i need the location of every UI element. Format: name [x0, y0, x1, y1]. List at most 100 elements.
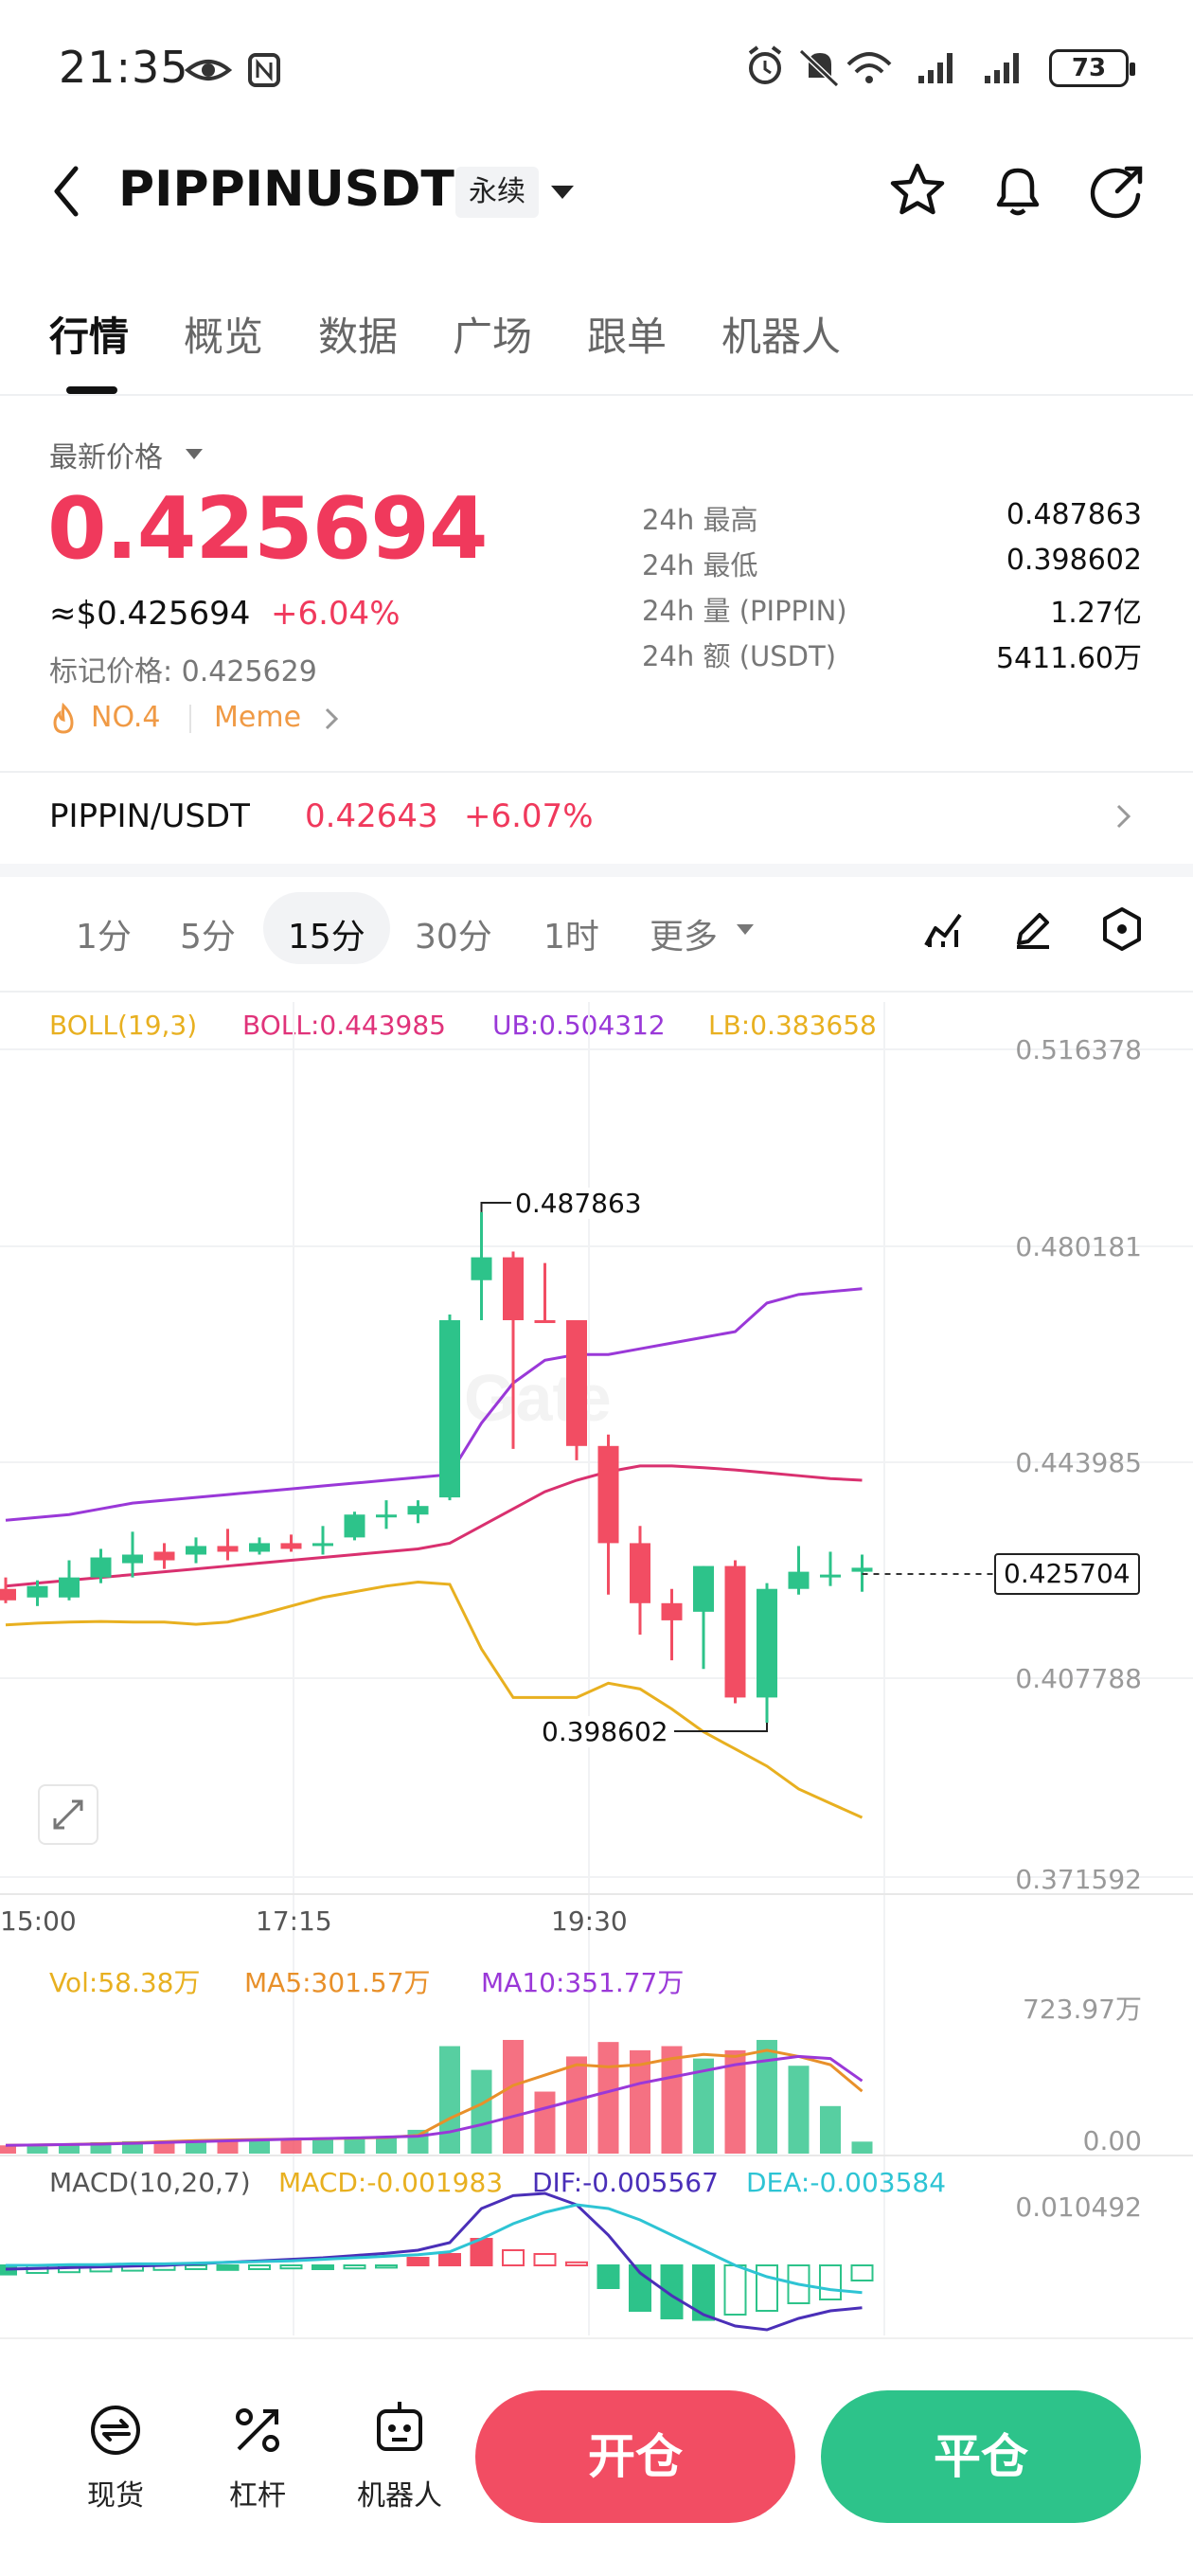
volume-ma5: MA5:301.57万 [244, 1967, 431, 1998]
active-interval-pill [263, 892, 390, 964]
back-icon[interactable] [49, 163, 83, 220]
candle-body [471, 1257, 492, 1280]
time-axis-label: 17:15 [256, 1905, 332, 1937]
macd-bar [850, 2264, 874, 2281]
price-type-dropdown-icon[interactable] [186, 449, 203, 459]
battery-indicator: 73 [1049, 49, 1135, 87]
close-position-button[interactable]: 平仓 [821, 2390, 1141, 2523]
tab-bots[interactable]: 机器人 [721, 313, 842, 360]
fullscreen-button[interactable] [38, 1784, 98, 1845]
nav-leverage-label[interactable]: 杠杆 [229, 2479, 286, 2513]
interval-15m[interactable]: 15分 [288, 918, 365, 957]
candle-body [724, 1565, 746, 1698]
macd-dif-line [5, 2191, 863, 2332]
volume-bar [217, 2138, 239, 2154]
tab-square[interactable]: 广场 [453, 313, 533, 360]
stat-volume-value: 1.27亿 [1050, 597, 1142, 630]
volume-bar [661, 2046, 683, 2154]
volume-bar [376, 2136, 397, 2154]
bot-icon[interactable] [371, 2398, 428, 2459]
nav-spot-label[interactable]: 现货 [87, 2479, 144, 2513]
price-divider [0, 771, 1193, 773]
volume-axis-min: 0.00 [1082, 2125, 1142, 2156]
open-position-button[interactable]: 开仓 [475, 2390, 795, 2523]
low-price-marker: 0.398602 [542, 1716, 668, 1747]
macd-bar [375, 2264, 398, 2269]
macd-bar [502, 2249, 525, 2266]
nav-bot-label[interactable]: 机器人 [357, 2479, 442, 2513]
signal-icon-1 [918, 53, 953, 83]
candle-body [59, 1577, 80, 1598]
stat-turnover-label: 24h 额 (USDT) [642, 640, 837, 672]
candle-body [344, 1514, 365, 1538]
candle-body [376, 1514, 397, 1518]
interval-1m[interactable]: 1分 [76, 918, 132, 957]
volume-bar [534, 2091, 556, 2154]
interval-5m[interactable]: 5分 [180, 918, 236, 957]
macd-bar [248, 2264, 271, 2270]
candle-body [0, 1588, 16, 1601]
tab-copy-trading[interactable]: 跟单 [587, 313, 668, 360]
candle-body [757, 1588, 777, 1698]
macd-dif: DIF:-0.005567 [532, 2167, 719, 2198]
boll-mid-value: BOLL:0.443985 [242, 1010, 446, 1041]
mark-price: 标记价格: 0.425629 [49, 655, 317, 689]
rank-badge[interactable]: NO.4 [91, 701, 161, 734]
boll-mid-line [5, 1464, 863, 1588]
volume-bar [59, 2144, 80, 2154]
tab-overview[interactable]: 概览 [184, 313, 264, 360]
wifi-icon [846, 52, 892, 83]
share-icon[interactable] [1089, 163, 1146, 220]
volume-ma10: MA10:351.77万 [481, 1967, 685, 1998]
high-price-marker: 0.487863 [515, 1188, 642, 1219]
tab-market[interactable]: 行情 [49, 313, 130, 360]
spot-pair[interactable]: PIPPIN/USDT [49, 797, 250, 835]
candle-body [820, 1574, 841, 1578]
pair-dropdown-icon[interactable] [551, 186, 574, 199]
volume-bar [280, 2138, 302, 2154]
volume-bar [249, 2139, 270, 2154]
pair-title[interactable]: PIPPINUSDT [118, 161, 454, 218]
interval-1h[interactable]: 1时 [543, 918, 599, 957]
volume-bar [693, 2058, 714, 2154]
favorite-star-icon[interactable] [888, 161, 947, 220]
status-time: 21:35 [59, 42, 189, 93]
contract-type-tag[interactable]: 永续 [455, 167, 539, 218]
tab-data[interactable]: 数据 [318, 313, 399, 360]
chevron-right-icon[interactable] [322, 705, 341, 733]
candle-body [566, 1319, 587, 1446]
volume-value: Vol:58.38万 [49, 1967, 201, 1998]
interval-more-caret-icon[interactable] [737, 924, 754, 935]
draw-tool-icon[interactable] [1011, 907, 1055, 951]
bell-icon[interactable] [990, 161, 1045, 220]
macd-bar [343, 2264, 366, 2270]
alarm-icon [748, 45, 782, 84]
spot-price: 0.42643 [305, 797, 438, 835]
interval-more[interactable]: 更多 [650, 918, 719, 957]
category-tag[interactable]: Meme [214, 701, 302, 734]
spot-icon[interactable] [87, 2402, 144, 2459]
leverage-icon[interactable] [229, 2402, 286, 2459]
interval-30m[interactable]: 30分 [415, 918, 492, 957]
volume-bar [186, 2139, 206, 2154]
volume-bar [757, 2039, 777, 2154]
boll-lb-value: LB:0.383658 [708, 1010, 877, 1041]
time-axis-label: 15:00 [0, 1905, 77, 1937]
price-change: +6.04% [271, 595, 401, 633]
candle-body [534, 1319, 556, 1324]
chart-settings-icon[interactable] [1100, 905, 1144, 953]
volume-axis-max: 723.97万 [1023, 1994, 1142, 2025]
macd-bar [692, 2264, 715, 2321]
macd-bar [312, 2264, 334, 2270]
indicator-icon[interactable] [922, 907, 966, 951]
macd-bar [723, 2264, 747, 2316]
stat-low-label: 24h 最低 [642, 549, 758, 581]
macd-bar [279, 2264, 303, 2270]
candle-body [280, 1543, 302, 1549]
candle-body [788, 1571, 810, 1589]
last-price-label[interactable]: 最新价格 [49, 441, 163, 474]
spot-change: +6.07% [464, 797, 594, 835]
price-chart[interactable]: Gate [0, 991, 1193, 2335]
interval-divider [0, 991, 1193, 993]
spot-chevron-icon[interactable] [1113, 801, 1134, 832]
